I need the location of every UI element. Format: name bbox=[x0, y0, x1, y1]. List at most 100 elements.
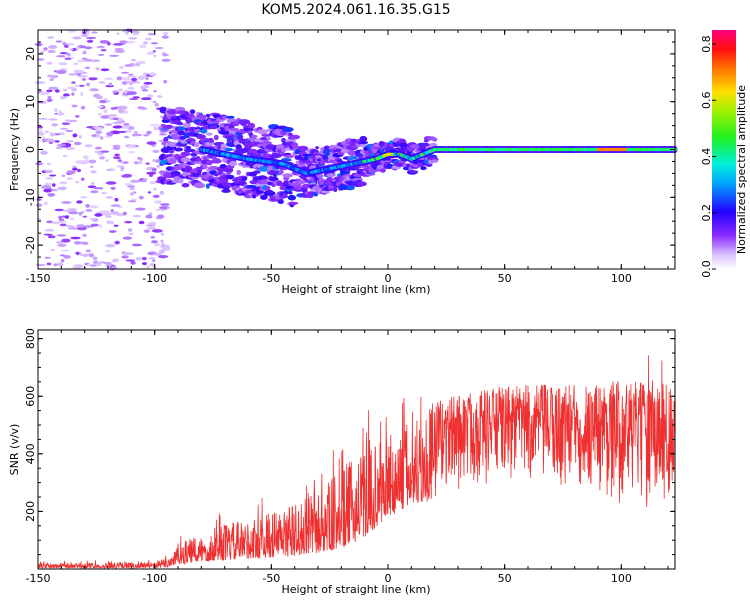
spectrogram-cell bbox=[90, 223, 99, 227]
spectrogram-cell bbox=[128, 98, 139, 100]
x-tick-label: -50 bbox=[262, 572, 280, 585]
spectrogram-cell bbox=[44, 130, 50, 134]
spectrogram-cell bbox=[100, 49, 107, 52]
spectrogram-cell bbox=[44, 169, 53, 174]
spectrogram-cell bbox=[72, 133, 78, 138]
spectrogram-cell bbox=[66, 140, 74, 143]
spectrogram-cell bbox=[43, 233, 53, 236]
spectrogram-cell bbox=[82, 155, 89, 160]
spectrogram-cell bbox=[250, 134, 258, 139]
snr-y-ticks: 200 400 600 800 bbox=[24, 328, 675, 556]
spectrogram-cell bbox=[85, 36, 97, 40]
spectrogram-cell bbox=[98, 53, 105, 57]
spectrogram-cell bbox=[149, 124, 160, 127]
spectrogram-cell bbox=[53, 263, 58, 267]
spectrogram-cell bbox=[160, 203, 170, 206]
spectrogram-cell bbox=[129, 187, 135, 191]
x-tick-label: -100 bbox=[142, 572, 167, 585]
spectrogram-cell bbox=[163, 148, 169, 153]
spectrogram-cell bbox=[121, 126, 130, 129]
spectrogram-cell bbox=[163, 124, 174, 129]
spectrogram-cell bbox=[74, 240, 81, 245]
spectrogram-cell bbox=[159, 190, 164, 195]
spectrogram-cell bbox=[90, 165, 94, 168]
spectrogram-cell bbox=[126, 91, 137, 96]
spectrogram-cell bbox=[104, 249, 111, 253]
spectrogram-cell bbox=[128, 37, 138, 40]
spectrogram-cell bbox=[151, 229, 163, 233]
spectrogram-cell bbox=[56, 69, 67, 74]
spectrogram-cell bbox=[153, 126, 158, 131]
spectrogram-cell bbox=[185, 145, 192, 150]
colorbar: 0.0 0.2 0.4 0.6 0.8 Normalized spectral ampl… bbox=[700, 30, 748, 278]
spectrogram-cell bbox=[121, 71, 130, 74]
spectrogram-cell bbox=[141, 256, 147, 261]
spectrogram-cell bbox=[79, 253, 90, 256]
spectrogram-cell bbox=[126, 145, 137, 149]
x-tick-label: 0 bbox=[385, 572, 392, 585]
spectrogram-cell bbox=[46, 138, 55, 143]
spectrogram-cell bbox=[315, 146, 320, 150]
spectrogram-cell bbox=[81, 210, 85, 214]
spectrogram-cell bbox=[47, 95, 52, 100]
spectrogram-cell bbox=[124, 221, 133, 224]
spectrogram-cell bbox=[59, 220, 67, 224]
spectrogram-cell bbox=[98, 81, 106, 84]
snr-line bbox=[37, 355, 676, 570]
spectrogram-cell bbox=[152, 252, 162, 256]
spectrogram-x-axis-label: Height of straight line (km) bbox=[281, 283, 430, 296]
spectrogram-cell bbox=[138, 179, 147, 183]
spectrogram-cell bbox=[160, 232, 164, 236]
spectrogram-cell bbox=[100, 210, 110, 215]
spectrogram-cell bbox=[47, 49, 56, 54]
snr-panel: -150 -100 -50 0 50 100 200 400 600 800 Height of… bbox=[8, 328, 676, 596]
spectrogram-cell bbox=[145, 76, 149, 81]
spectrogram-cell bbox=[155, 208, 161, 211]
spectrogram-cell bbox=[51, 221, 61, 225]
spectrogram-cell bbox=[99, 40, 110, 44]
spectrogram-cell bbox=[270, 152, 283, 158]
spectrogram-cell bbox=[281, 137, 286, 143]
spectrogram-cell bbox=[259, 166, 269, 172]
spectrogram-cell bbox=[82, 241, 89, 246]
spectrogram-cell bbox=[161, 247, 171, 251]
spectrogram-cell bbox=[62, 209, 73, 212]
spectrogram-cell bbox=[163, 136, 169, 143]
spectrogram-cell bbox=[430, 159, 439, 163]
spectrogram-cell bbox=[47, 36, 55, 39]
spectrogram-cell bbox=[124, 64, 134, 67]
snr-y-axis-label: SNR (v/v) bbox=[8, 424, 21, 476]
spectrogram-cell bbox=[160, 153, 167, 160]
spectrogram-cell bbox=[316, 173, 324, 179]
spectrogram-cell bbox=[238, 119, 251, 125]
spectrogram-cell bbox=[114, 49, 125, 53]
spectrogram-cell bbox=[224, 168, 234, 173]
spectrogram-cell bbox=[52, 123, 56, 127]
spectrogram-cell bbox=[106, 168, 112, 172]
spectrogram-cell bbox=[127, 185, 135, 188]
spectrogram-cell bbox=[67, 227, 79, 230]
spectrogram-cell bbox=[75, 160, 86, 164]
spectrogram-cell bbox=[90, 170, 97, 174]
spectrogram-cell bbox=[132, 96, 140, 99]
spectrogram-cell bbox=[85, 204, 90, 208]
spectrogram-cell bbox=[138, 220, 145, 225]
spectrogram-cell bbox=[109, 82, 113, 87]
spectrogram-cell bbox=[36, 198, 42, 201]
spectrogram-cell bbox=[96, 261, 102, 264]
spectrogram-cell bbox=[112, 258, 119, 262]
spectrogram-cell bbox=[120, 166, 125, 170]
spectrogram-cell bbox=[207, 165, 220, 171]
spectrogram-cell bbox=[298, 145, 309, 152]
spectrogram-cell bbox=[226, 174, 235, 180]
figure-title: KOM5.2024.061.16.35.G15 bbox=[261, 2, 450, 18]
spectrogram-cell bbox=[326, 173, 336, 178]
spectrogram-cell bbox=[38, 129, 43, 133]
spectrogram-cell bbox=[284, 154, 294, 159]
spectrogram-cell bbox=[143, 229, 150, 233]
spectrogram-cell bbox=[89, 88, 99, 92]
spectrogram-cell bbox=[356, 181, 367, 187]
spectrogram-cell bbox=[324, 145, 330, 150]
snr-series bbox=[37, 355, 676, 570]
